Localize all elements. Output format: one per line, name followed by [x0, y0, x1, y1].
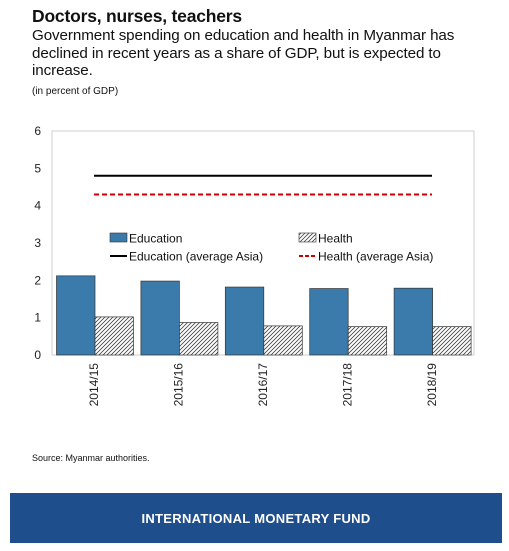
x-tick-label: 2017/18 — [340, 363, 354, 407]
y-tick-label: 0 — [34, 348, 41, 362]
y-tick-label: 6 — [34, 124, 41, 138]
x-tick-label: 2014/15 — [87, 363, 101, 407]
y-axis: 0 1 2 3 4 5 6 — [34, 124, 41, 362]
bar-health — [432, 326, 472, 356]
footer-label: INTERNATIONAL MONETARY FUND — [141, 510, 371, 526]
bars — [56, 275, 472, 356]
reference-lines — [94, 174, 432, 196]
legend-swatch-health — [298, 232, 317, 243]
legend-label: Health — [318, 232, 353, 246]
legend-label: Education (average Asia) — [129, 250, 263, 264]
bar-education — [140, 280, 180, 356]
y-tick-label: 2 — [34, 273, 41, 287]
bar-health — [94, 316, 134, 356]
legend-label: Health (average Asia) — [318, 250, 433, 264]
bar-education — [56, 275, 96, 356]
legend-label: Education — [129, 232, 182, 246]
bar-health — [179, 322, 219, 356]
chart-title: Doctors, nurses, teachers — [32, 6, 242, 26]
y-tick-label: 3 — [34, 236, 41, 250]
y-tick-label: 4 — [34, 199, 41, 213]
x-tick-label: 2015/16 — [172, 363, 186, 407]
footer-banner: INTERNATIONAL MONETARY FUND — [10, 493, 502, 543]
bar-education — [224, 286, 265, 356]
bar-health — [263, 325, 303, 356]
chart-subtitle: Government spending on education and hea… — [32, 27, 455, 79]
x-tick-label: 2018/19 — [425, 363, 439, 407]
source-note: Source: Myanmar authorities. — [32, 453, 150, 463]
x-tick-label: 2016/17 — [256, 363, 270, 407]
bar-education — [393, 287, 433, 356]
y-tick-label: 5 — [34, 161, 41, 175]
legend: Education Health Education (average Asia) H… — [109, 232, 433, 264]
x-axis: 2014/15 2015/16 2016/17 2017/18 2018/19 — [87, 363, 439, 407]
bar-health — [347, 326, 388, 356]
bar-education — [309, 288, 349, 356]
legend-swatch-education — [109, 232, 128, 243]
bar-chart: 0 1 2 3 4 5 6 2014/15 2015/16 2016/17 2017/18 2018… — [34, 124, 475, 407]
y-tick-label: 1 — [34, 311, 41, 325]
unit-note: (in percent of GDP) — [32, 86, 119, 97]
